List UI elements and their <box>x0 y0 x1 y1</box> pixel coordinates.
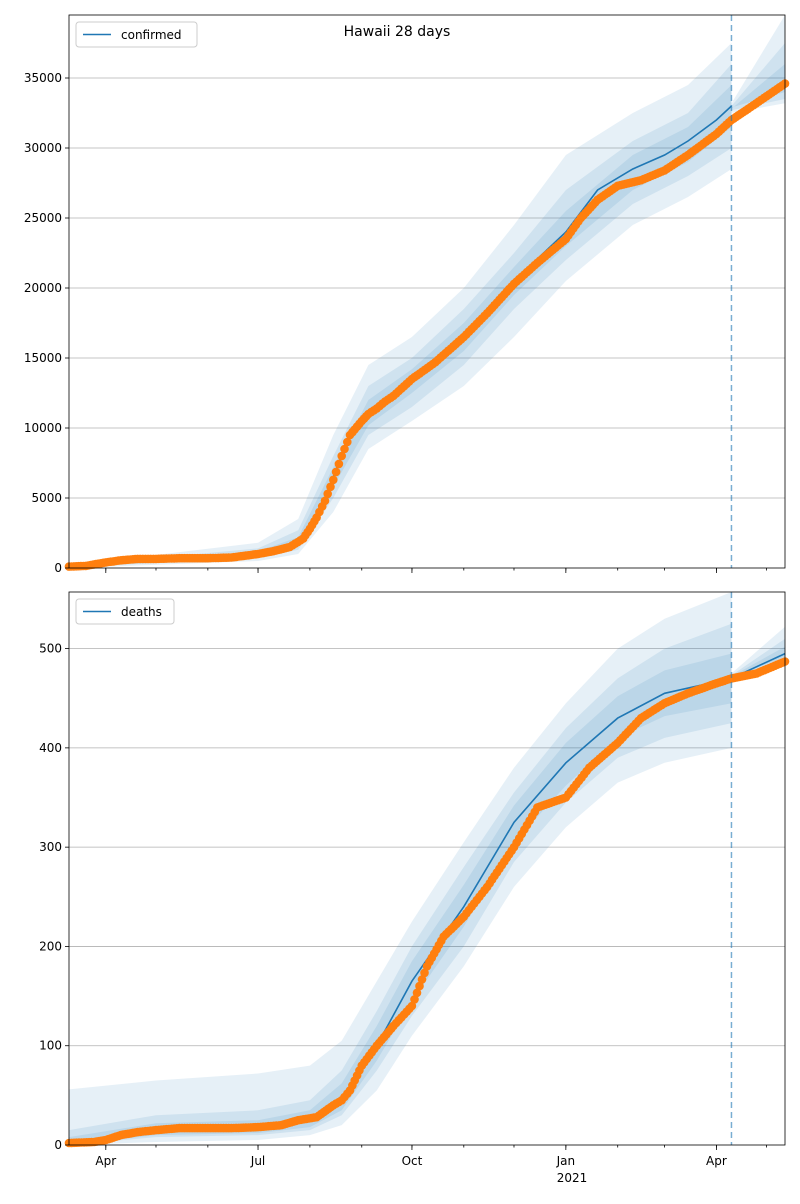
deaths-panel: 0 100 200 300 400 500 Apr Jul Oct Jan Apr deaths <box>39 591 790 1168</box>
observed-point <box>320 496 330 506</box>
uncertainty-band-inner <box>69 646 785 1145</box>
observed-point <box>343 437 352 447</box>
observed-point <box>329 475 338 485</box>
y-tick-label: 10000 <box>24 421 62 435</box>
y-tick-label: 200 <box>39 939 62 953</box>
observed-point <box>326 482 335 492</box>
figure-title: Hawaii 28 days <box>344 24 451 40</box>
plot-frame <box>68 14 786 569</box>
x-tick-label: Apr <box>95 1154 116 1168</box>
y-tick-label: 100 <box>39 1039 62 1053</box>
observed-point <box>334 459 344 469</box>
plot-frame <box>68 591 786 1146</box>
year-label: 2021 <box>557 1171 588 1185</box>
y-tick-label: 300 <box>39 840 62 854</box>
y-tick-label: 0 <box>54 1138 62 1152</box>
uncertainty-band-outer <box>69 592 785 1145</box>
confirmed-legend: confirmed <box>75 21 198 48</box>
confirmed-panel: 0 5000 10000 15000 20000 25000 30000 35000 confi… <box>24 14 790 575</box>
x-tick-label: Jul <box>250 1154 265 1168</box>
legend-box <box>75 598 175 625</box>
uncertainty-band-middle <box>69 43 785 568</box>
observed-point <box>331 467 341 477</box>
y-tick-label: 30000 <box>24 141 62 155</box>
observed-point <box>417 975 427 984</box>
observed-point <box>407 1001 417 1011</box>
observed-point <box>412 988 422 998</box>
observed-point <box>410 995 419 1004</box>
y-tick-label: 15000 <box>24 351 62 365</box>
y-tick-label: 400 <box>39 741 62 755</box>
confirmed-observed-points <box>64 79 790 571</box>
legend-box <box>75 21 198 48</box>
y-tick-label: 5000 <box>31 491 62 505</box>
legend-label: deaths <box>121 605 162 619</box>
uncertainty-band-outer <box>69 15 785 568</box>
observed-point <box>340 444 349 454</box>
y-tick-label: 20000 <box>24 281 62 295</box>
observed-point <box>420 968 429 978</box>
observed-point <box>415 981 424 991</box>
deaths-observed-points <box>64 657 790 1148</box>
x-tick-label: Apr <box>706 1154 727 1168</box>
observed-point <box>337 451 347 461</box>
x-tick-label: Oct <box>402 1154 423 1168</box>
y-tick-label: 0 <box>54 561 62 575</box>
y-tick-label: 500 <box>39 642 62 656</box>
y-tick-label: 35000 <box>24 71 62 85</box>
legend-label: confirmed <box>121 28 182 42</box>
y-tick-label: 25000 <box>24 211 62 225</box>
observed-point <box>323 489 333 499</box>
deaths-legend: deaths <box>75 598 175 625</box>
x-tick-label: Jan <box>556 1154 576 1168</box>
